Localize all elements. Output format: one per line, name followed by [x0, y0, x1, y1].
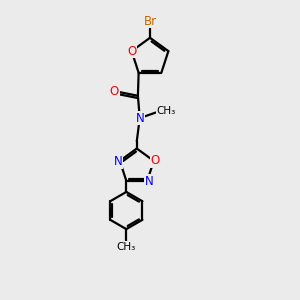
Text: O: O: [110, 85, 119, 98]
Text: Br: Br: [143, 15, 157, 28]
Text: N: N: [135, 112, 144, 124]
Text: CH₃: CH₃: [156, 106, 176, 116]
Text: O: O: [127, 45, 136, 58]
Text: O: O: [151, 154, 160, 167]
Text: N: N: [114, 155, 123, 168]
Text: CH₃: CH₃: [117, 242, 136, 252]
Text: N: N: [144, 175, 153, 188]
